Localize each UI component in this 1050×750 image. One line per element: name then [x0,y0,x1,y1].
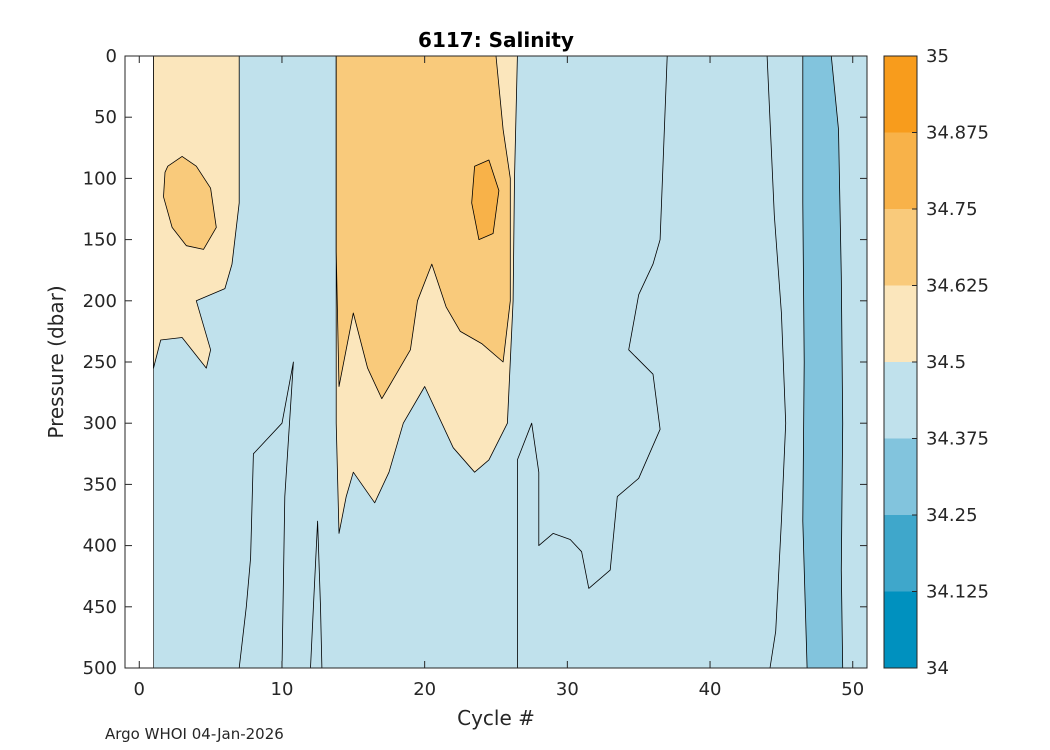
x-axis: 0 10 20 30 40 50 [134,56,864,700]
colorbar-tick-label: 34.25 [926,505,978,526]
colorbar-swatch [884,438,917,515]
colorbar-swatch [884,591,917,668]
footer-text: Argo WHOI 04-Jan-2026 [105,725,284,743]
y-tick-label: 150 [83,230,117,251]
y-tick-label: 0 [106,46,117,67]
y-tick-label: 300 [83,413,117,434]
contour-region [163,155,217,250]
colorbar-swatch [884,209,917,286]
x-tick-label: 40 [699,679,722,700]
colorbar-tick-label: 34 [926,658,949,679]
y-tick-label: 100 [83,168,117,189]
y-axis-label: Pressure (dbar) [44,285,68,438]
colorbar-tick-label: 34.625 [926,276,989,297]
x-tick-label: 30 [556,679,579,700]
y-tick-label: 350 [83,474,117,495]
contour-region [238,361,294,669]
colorbar-tick-label: 34.125 [926,582,989,603]
chart-title: 6117: Salinity [418,28,574,52]
colorbar-swatch [884,56,917,133]
y-axis: 0 50 100 150 200 250 300 350 400 450 500 [83,46,867,679]
contour-region [335,55,511,400]
y-tick-label: 250 [83,352,117,373]
y-tick-label: 50 [94,107,117,128]
colorbar: 34 34.125 34.25 34.375 34.5 34.625 34.75 34.875… [883,46,989,679]
colorbar-swatch [884,362,917,439]
contour-region [471,159,500,241]
colorbar-swatch [884,132,917,209]
y-tick-label: 200 [83,291,117,312]
colorbar-tick-label: 34.75 [926,199,978,220]
y-tick-label: 400 [83,536,117,557]
colorbar-swatch [884,515,917,592]
colorbar-tick-label: 34.375 [926,429,989,450]
x-tick-label: 10 [271,679,294,700]
y-tick-label: 450 [83,597,117,618]
contour-region [517,55,787,669]
colorbar-tick-label: 35 [926,46,949,67]
plot-area [153,55,868,669]
x-tick-label: 20 [413,679,436,700]
x-axis-label: Cycle # [457,706,535,730]
colorbar-tick-label: 34.5 [926,352,966,373]
colorbar-swatch [884,285,917,362]
x-tick-label: 50 [841,679,864,700]
y-tick-label: 500 [83,658,117,679]
x-tick-label: 0 [134,679,145,700]
contour-region [802,55,844,669]
colorbar-tick-label: 34.875 [926,123,989,144]
